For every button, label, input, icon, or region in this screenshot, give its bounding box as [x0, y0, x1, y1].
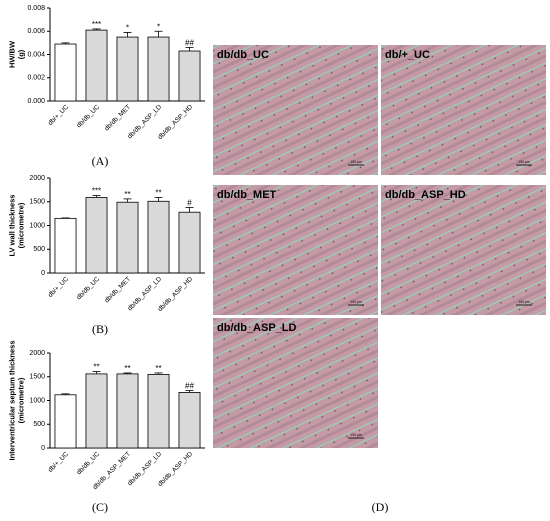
scale-label: 100 µm — [350, 433, 362, 437]
x-tick-label: db/+_UC — [47, 275, 70, 298]
y-tick-label: 0 — [41, 270, 45, 277]
scale-label: 100 µm — [350, 300, 362, 304]
bar — [147, 373, 170, 449]
error-bar — [154, 30, 163, 38]
image-label: db/db_ASP_HD — [385, 189, 466, 201]
y-tick-label: 500 — [33, 246, 45, 253]
x-tick-label: db/+_UC — [47, 103, 70, 126]
y-tick-label: 1000 — [29, 222, 45, 229]
y-tick-label: 2000 — [29, 175, 45, 182]
error-bar — [61, 393, 70, 395]
bar — [85, 29, 108, 102]
panel-label: (D) — [372, 500, 389, 514]
error-bar — [92, 28, 101, 31]
significance: * — [126, 24, 129, 33]
scale-label: 100 µm — [518, 160, 530, 164]
y-tick-label: 0.004 — [27, 51, 45, 58]
y-tick-label: 2000 — [29, 350, 45, 357]
bar — [147, 36, 170, 102]
panel-label: (B) — [92, 322, 108, 336]
image-label: db/db_ASP_LD — [217, 322, 297, 334]
bar — [54, 217, 77, 274]
y-axis-label: HW/BW(g) — [7, 40, 25, 68]
bar — [116, 36, 139, 102]
error-bar — [185, 207, 194, 213]
micrograph — [213, 45, 378, 175]
bar — [54, 43, 77, 102]
scale-label: 100 µm — [350, 160, 362, 164]
y-axis-label: Interventricular septum thickness(microm… — [7, 340, 25, 460]
bar — [85, 197, 108, 274]
bar — [147, 200, 170, 274]
error-bar — [92, 195, 101, 198]
error-bar — [154, 372, 163, 375]
y-axis-label-line: (micrometre) — [16, 377, 25, 423]
error-bar — [123, 372, 132, 374]
y-tick-label: 0.006 — [27, 28, 45, 35]
significance: ## — [185, 382, 194, 391]
significance: *** — [92, 20, 101, 29]
significance: *** — [92, 187, 101, 196]
x-tick-label: db/db_UC — [75, 103, 101, 129]
significance: # — [187, 199, 192, 208]
x-tick-label: db/db_MET — [103, 276, 132, 305]
error-bar — [154, 197, 163, 202]
y-tick-label: 0.002 — [27, 75, 45, 82]
y-axis-label-line: (g) — [16, 49, 25, 59]
error-bar — [61, 42, 70, 45]
significance: ** — [155, 189, 161, 198]
y-axis-label-line: LV wall thickness — [7, 195, 16, 257]
error-bar — [92, 371, 101, 374]
scale-label: 100 µm — [518, 300, 530, 304]
micrograph — [381, 45, 546, 175]
significance: ** — [124, 190, 130, 199]
x-tick-label: db/db_UC — [75, 275, 101, 301]
error-bar — [123, 32, 132, 38]
bar — [178, 50, 201, 102]
bar — [54, 394, 77, 449]
x-tick-label: db/db_MET — [103, 104, 132, 133]
image-label: db/db_MET — [217, 189, 277, 201]
y-axis-label-line: (micrometre) — [16, 202, 25, 248]
micrograph — [213, 318, 378, 448]
y-tick-label: 500 — [33, 421, 45, 428]
x-tick-label: db/db_UC — [75, 450, 101, 476]
significance: ** — [93, 363, 99, 372]
significance: * — [157, 22, 160, 31]
y-tick-label: 0.000 — [27, 98, 45, 105]
panel-label: (C) — [92, 500, 108, 514]
y-axis-label-line: Interventricular septum thickness — [7, 340, 16, 460]
image-label: db/+_UC — [385, 49, 430, 61]
significance: ** — [155, 364, 161, 373]
bar — [116, 373, 139, 449]
bar — [116, 201, 139, 274]
error-bar — [185, 47, 194, 52]
y-tick-label: 1000 — [29, 397, 45, 404]
y-tick-label: 1500 — [29, 374, 45, 381]
bar — [178, 211, 201, 274]
error-bar — [185, 390, 194, 393]
y-tick-label: 1500 — [29, 199, 45, 206]
significance: ## — [185, 39, 194, 48]
error-bar — [123, 198, 132, 203]
x-tick-label: db/+_UC — [47, 450, 70, 473]
micrograph — [213, 185, 378, 315]
micrograph — [381, 185, 546, 315]
y-tick-label: 0 — [41, 445, 45, 452]
bar — [178, 392, 201, 449]
y-axis-label-line: HW/BW — [7, 40, 16, 68]
image-label: db/db_UC — [217, 49, 269, 61]
y-tick-label: 0.008 — [27, 5, 45, 12]
significance: ** — [124, 364, 130, 373]
bar — [85, 373, 108, 449]
panel-label: (A) — [92, 154, 109, 168]
y-axis-label: LV wall thickness(micrometre) — [7, 195, 25, 257]
